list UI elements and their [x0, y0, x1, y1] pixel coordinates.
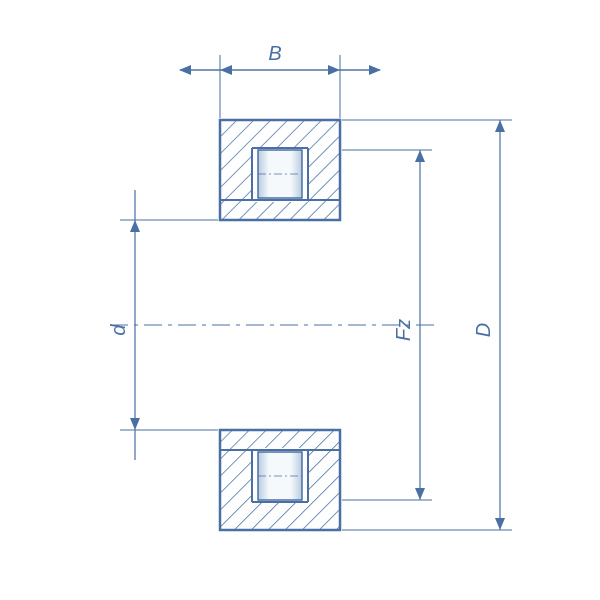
label-Fz: Fz [393, 319, 415, 341]
label-D: D [473, 323, 495, 337]
label-d: d [108, 324, 130, 336]
bearing-cross-section: B d Fz D [0, 0, 600, 600]
label-B: B [268, 43, 281, 65]
